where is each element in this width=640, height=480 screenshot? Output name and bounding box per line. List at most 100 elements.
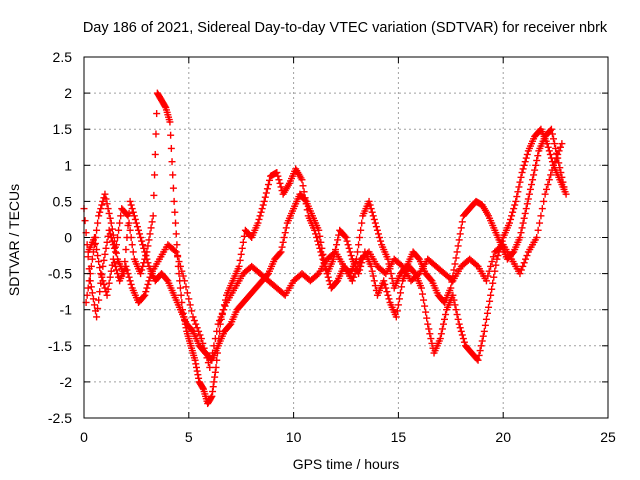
data-point-fill	[239, 238, 247, 246]
data-point	[122, 262, 130, 270]
data-point-fill	[140, 292, 148, 300]
data-point-fill	[369, 272, 377, 280]
data-point-fill	[100, 280, 108, 288]
data-point-fill	[523, 150, 531, 158]
data-point-fill	[151, 150, 159, 158]
data-point-fill	[367, 205, 375, 213]
data-point-fill	[524, 195, 532, 203]
data-point-fill	[351, 270, 359, 278]
data-point-fill	[520, 259, 528, 267]
data-point-fill	[454, 242, 462, 250]
data-point-fill	[414, 254, 422, 262]
data-point	[516, 270, 524, 278]
data-point-fill	[536, 219, 544, 227]
data-point-fill	[457, 327, 465, 335]
y-tick-label: 0	[64, 230, 72, 246]
data-point-fill	[393, 307, 401, 315]
data-point-fill	[144, 280, 152, 288]
data-point-fill	[442, 311, 450, 319]
data-point	[105, 226, 113, 234]
data-point-fill	[145, 236, 153, 244]
data-point	[139, 241, 147, 249]
data-point-fill	[556, 164, 564, 172]
data-point-fill	[316, 232, 324, 240]
data-point-fill	[428, 339, 436, 347]
data-point-fill	[106, 230, 114, 238]
data-point-fill	[171, 247, 179, 255]
data-point-fill	[517, 266, 525, 274]
data-point	[97, 270, 105, 278]
data-point-fill	[398, 283, 406, 291]
data-point-fill	[368, 208, 376, 216]
data-point-fill	[123, 266, 131, 274]
data-point-fill	[543, 185, 551, 193]
data-point-fill	[176, 262, 184, 270]
data-point	[189, 313, 197, 321]
data-point-fill	[216, 317, 224, 325]
data-point-fill	[314, 237, 322, 245]
data-point	[447, 284, 455, 292]
data-point-fill	[356, 234, 364, 241]
data-point-fill	[127, 280, 135, 288]
data-point-fill	[138, 266, 146, 274]
data-point-fill	[373, 226, 381, 234]
data-point-fill	[312, 230, 320, 238]
data-point	[93, 313, 101, 321]
data-point-fill	[264, 181, 272, 189]
x-tick-label: 20	[495, 429, 511, 445]
data-point-fill	[482, 315, 490, 323]
data-point	[417, 284, 425, 292]
data-point-fill	[263, 185, 271, 193]
data-point-fill	[88, 289, 96, 297]
data-point-fill	[333, 241, 341, 249]
data-point-fill	[555, 147, 563, 155]
data-point	[533, 234, 541, 241]
data-point-fill	[147, 224, 155, 232]
data-point-fill	[450, 296, 458, 304]
data-point	[277, 248, 285, 256]
data-point-fill	[370, 215, 378, 223]
data-point-fill	[479, 332, 487, 340]
data-point	[95, 212, 103, 220]
data-point-fill	[175, 258, 183, 266]
data-point-fill	[93, 246, 101, 254]
data-point-fill	[169, 171, 177, 179]
data-point-fill	[548, 166, 556, 174]
data-point	[103, 291, 111, 299]
data-point-fill	[85, 277, 93, 285]
data-point	[172, 248, 180, 256]
data-point-fill	[485, 267, 493, 275]
data-point-fill	[276, 179, 284, 187]
data-point-fill	[357, 226, 365, 234]
data-point-fill	[419, 290, 427, 298]
data-point-fill	[299, 182, 307, 190]
data-point	[181, 277, 189, 285]
data-point-fill	[556, 143, 564, 151]
data-point-fill	[281, 229, 289, 237]
data-point	[518, 169, 526, 177]
data-point	[206, 363, 214, 371]
data-point-fill	[559, 178, 567, 186]
data-point	[550, 161, 558, 169]
data-point-fill	[313, 271, 321, 279]
data-point-fill	[99, 277, 107, 285]
data-point-fill	[483, 309, 491, 317]
data-point-fill	[343, 237, 351, 245]
data-point-fill	[548, 130, 556, 138]
y-tick-label: -1	[60, 302, 73, 318]
data-point-fill	[124, 221, 132, 229]
data-point-fill	[238, 244, 246, 252]
data-point-fill	[96, 264, 104, 272]
data-point	[480, 327, 488, 335]
data-point	[371, 219, 379, 227]
data-point-fill	[110, 237, 118, 245]
data-point-fill	[372, 223, 380, 231]
data-point-fill	[396, 289, 404, 297]
data-point-fill	[489, 253, 497, 261]
data-point-fill	[485, 303, 493, 311]
data-point-fill	[522, 255, 530, 263]
x-axis-label: GPS time / hours	[292, 456, 400, 472]
data-point-fill	[457, 224, 465, 232]
data-point-fill	[100, 256, 108, 264]
data-point-fill	[148, 218, 156, 226]
